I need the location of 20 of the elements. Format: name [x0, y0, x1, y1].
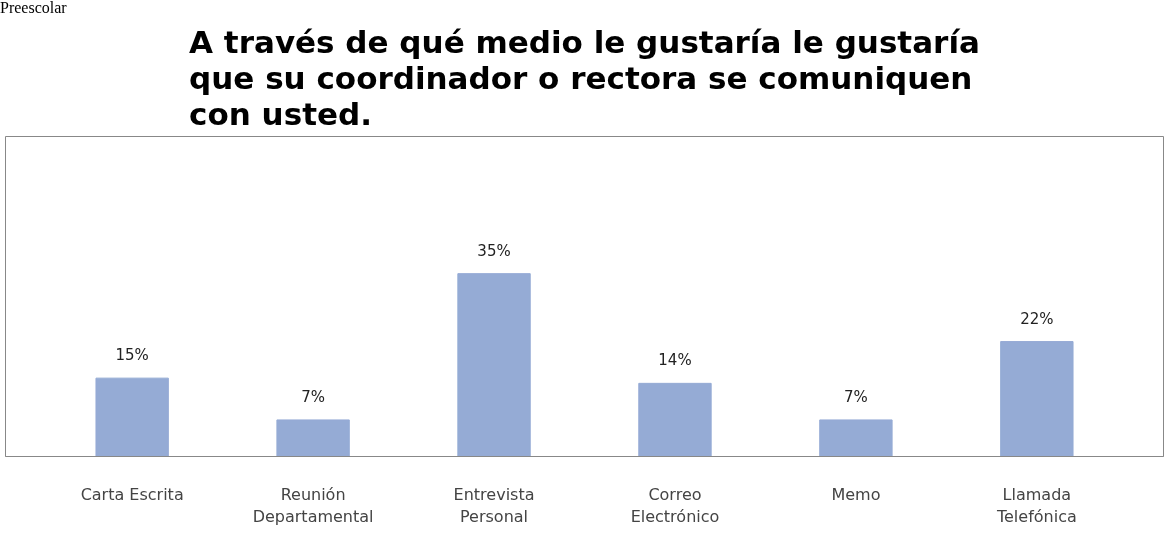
bar	[95, 377, 169, 457]
bar	[819, 419, 893, 457]
data-label: 7%	[301, 387, 325, 406]
data-label: 7%	[844, 387, 868, 406]
x-tick-label: Memo	[831, 484, 881, 504]
data-label: 14%	[658, 351, 692, 370]
x-tick-label: Llamada Telefónica	[995, 484, 1077, 527]
data-label: 35%	[477, 241, 511, 260]
bar	[1000, 341, 1074, 457]
bar	[276, 419, 350, 457]
x-tick-label: Reunión Departamental	[252, 484, 374, 527]
x-tick-label: Carta Escrita	[80, 484, 184, 504]
data-label: 22%	[1020, 309, 1054, 328]
chart-title: A través de qué medio le gustaría le gustaría que su coordinador o rectora se comuniquen con usted.	[189, 23, 980, 132]
bar	[457, 273, 531, 457]
x-tick-label: Entrevista Personal	[453, 484, 535, 527]
data-label: 15%	[115, 346, 149, 365]
x-tick-label: Correo Electrónico	[630, 484, 720, 527]
text: Preescolar	[0, 0, 67, 16]
bar	[638, 382, 712, 457]
